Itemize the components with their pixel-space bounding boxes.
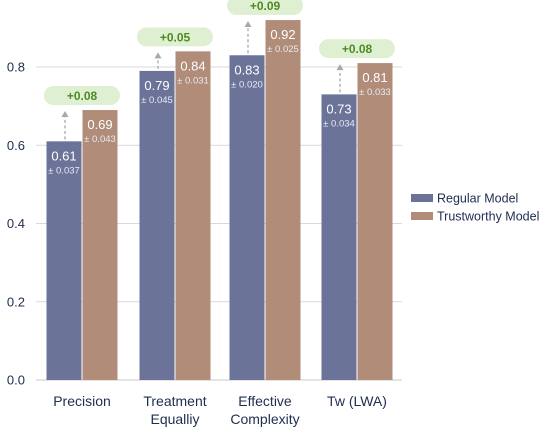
improvement-label: +0.08 xyxy=(67,89,98,103)
x-tick-label: Equalliy xyxy=(150,411,199,427)
value-label: 0.79 xyxy=(144,78,169,93)
bar xyxy=(357,63,393,381)
legend-swatch xyxy=(411,212,433,220)
x-tick-label: Tw (LWA) xyxy=(327,393,387,409)
x-tick-label: Complexity xyxy=(230,411,299,427)
bar xyxy=(46,141,82,380)
bar xyxy=(265,20,301,381)
bar xyxy=(229,55,265,380)
bar xyxy=(175,51,211,380)
bar-labels: 0.61 ± 0.037 0.69 ± 0.043 0.79 ± 0.045 0.84 ± 0… xyxy=(48,27,391,176)
improvement-label: +0.09 xyxy=(250,0,281,13)
legend-label: Trustworthy Model xyxy=(437,210,539,224)
error-label: ± 0.031 xyxy=(177,75,209,86)
improvement-label: +0.08 xyxy=(342,42,373,56)
error-label: ± 0.045 xyxy=(141,95,173,106)
y-tick-label: 0.8 xyxy=(7,60,25,75)
bars xyxy=(46,20,393,381)
x-tick-label: Treatment xyxy=(143,393,206,409)
improvement-badge xyxy=(137,27,213,47)
x-tick-label: Precision xyxy=(53,393,111,409)
error-label: ± 0.034 xyxy=(323,118,355,129)
error-label: ± 0.033 xyxy=(359,87,391,98)
value-label: 0.61 xyxy=(51,148,76,163)
x-axis-categories: Precision Treatment Equalliy Effective Compl… xyxy=(53,393,387,427)
bar xyxy=(82,110,118,380)
improvement-annotations: +0.08 +0.05 +0.09 +0.08 xyxy=(44,0,395,140)
value-label: 0.92 xyxy=(270,27,295,42)
legend-label: Regular Model xyxy=(437,192,518,206)
y-tick-label: 0.6 xyxy=(7,138,25,153)
bar xyxy=(321,94,357,380)
error-label: ± 0.025 xyxy=(267,44,299,55)
value-label: 0.83 xyxy=(234,62,259,77)
legend: Regular Model Trustworthy Model xyxy=(411,192,539,224)
value-label: 0.84 xyxy=(180,58,205,73)
error-label: ± 0.020 xyxy=(231,79,263,90)
improvement-arrow-head xyxy=(336,64,344,71)
y-tick-label: 0.4 xyxy=(7,216,25,231)
y-tick-label: 0.0 xyxy=(7,373,25,388)
x-tick-label: Effective xyxy=(238,393,292,409)
value-label: 0.69 xyxy=(87,117,112,132)
improvement-badge xyxy=(44,86,120,106)
y-tick-label: 0.2 xyxy=(7,294,25,309)
error-label: ± 0.043 xyxy=(84,134,116,145)
improvement-badge xyxy=(227,0,303,16)
improvement-label: +0.05 xyxy=(160,30,191,44)
bar xyxy=(139,70,175,380)
error-label: ± 0.037 xyxy=(48,165,80,176)
improvement-badge xyxy=(319,39,395,59)
value-label: 0.81 xyxy=(362,70,387,85)
improvement-arrow-head xyxy=(154,52,162,59)
legend-swatch xyxy=(411,194,433,202)
value-label: 0.73 xyxy=(326,101,351,116)
y-axis-ticks: 0.0 0.2 0.4 0.6 0.8 xyxy=(7,60,25,388)
improvement-arrow-head xyxy=(244,21,252,28)
improvement-arrow-head xyxy=(61,111,69,118)
